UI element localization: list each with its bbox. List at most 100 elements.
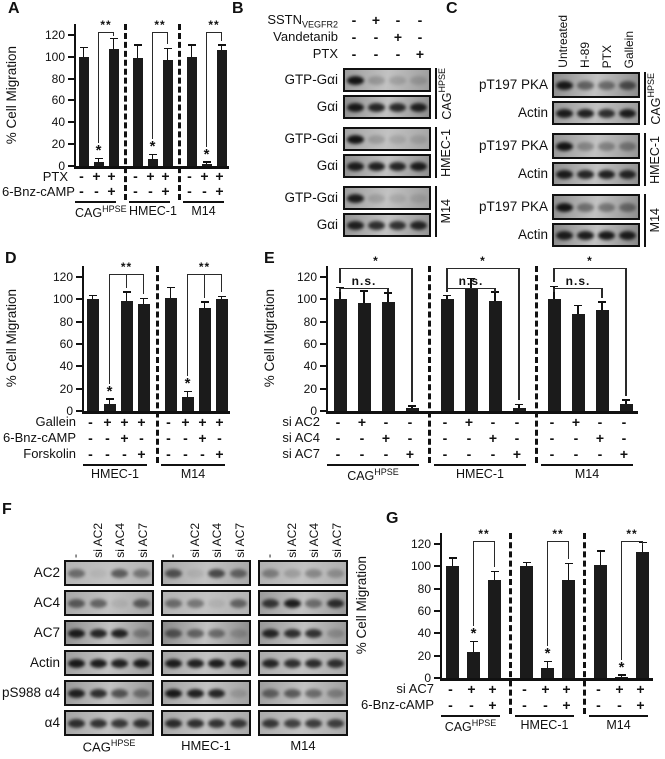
blot-band bbox=[347, 75, 364, 85]
treatment-value: - bbox=[166, 446, 171, 462]
y-tick-label: 100 bbox=[52, 292, 73, 307]
y-axis: % Cell Migration 0 20 40 60 80 100 120 bbox=[2, 24, 74, 173]
error-bar-cap bbox=[622, 399, 630, 401]
treatment-name: 6-Bnz-cAMP bbox=[361, 697, 434, 712]
lane-label-text: si AC2 bbox=[187, 523, 202, 558]
treatment-value: - bbox=[359, 446, 365, 462]
significance-star: * bbox=[184, 375, 191, 393]
significance-bracket-leg bbox=[151, 32, 154, 140]
treatment-value: - bbox=[596, 697, 601, 713]
blot-band bbox=[368, 102, 385, 112]
y-tick-label: 0 bbox=[424, 671, 431, 685]
error-bar bbox=[339, 288, 341, 300]
bar bbox=[357, 302, 371, 411]
blot-target-label: GTP-Gαi bbox=[284, 72, 338, 87]
blot-band bbox=[556, 80, 573, 90]
lane-label: si AC4 bbox=[209, 505, 225, 558]
treatment-value: - bbox=[148, 183, 153, 199]
significance-label: * bbox=[480, 254, 486, 268]
treatment-row: si AC7- - - + - - - + - - - + bbox=[260, 446, 665, 462]
blot-image bbox=[64, 710, 154, 736]
blot-image bbox=[64, 680, 154, 706]
treatment-value: - bbox=[187, 183, 192, 199]
lane-label-text: - bbox=[68, 554, 83, 558]
blot-image bbox=[343, 95, 431, 119]
y-tick-mark bbox=[68, 165, 74, 167]
treatment-row: Gallein - + + + - + + + bbox=[2, 414, 258, 430]
treatment-value: - bbox=[549, 430, 555, 446]
treatment-row: 6-Bnz-cAMP - - + - - + - - + bbox=[2, 183, 232, 200]
error-bar bbox=[494, 292, 496, 301]
blot-band bbox=[326, 718, 344, 728]
significance-bracket-leg bbox=[620, 541, 623, 660]
treatment-value: - bbox=[514, 430, 520, 446]
error-bar bbox=[97, 159, 100, 162]
blot-image bbox=[161, 650, 251, 676]
bar bbox=[615, 676, 628, 678]
blot-band bbox=[208, 688, 226, 698]
error-bar bbox=[166, 49, 169, 61]
blot-image bbox=[552, 223, 640, 247]
treatment-value: - bbox=[335, 414, 341, 430]
blot-band bbox=[577, 141, 594, 151]
blot-band bbox=[326, 688, 344, 698]
blot-band bbox=[619, 230, 636, 240]
blot-band bbox=[619, 202, 636, 212]
bar bbox=[181, 396, 194, 411]
significance-label: ** bbox=[478, 527, 490, 541]
treatment-value: - bbox=[351, 12, 357, 28]
panel-e-chart: % Cell Migration 0 20 40 60 80 100 120 n.s. * n.s.… bbox=[256, 246, 665, 484]
error-bar bbox=[472, 642, 475, 653]
treatment-value: - bbox=[417, 12, 423, 28]
significance-bracket-leg bbox=[108, 274, 111, 384]
significance-label: * bbox=[587, 254, 593, 268]
significance-bracket bbox=[447, 268, 519, 269]
treatment-value: - bbox=[183, 430, 188, 446]
blot-band bbox=[229, 568, 247, 578]
plot-area: n.s. * n.s. * n.s. * bbox=[326, 254, 638, 463]
blot-image bbox=[552, 101, 640, 125]
y-tick-mark bbox=[320, 298, 326, 301]
y-tick-label: 80 bbox=[51, 71, 65, 86]
error-bar-cap bbox=[336, 286, 344, 289]
panel-g-letter: G bbox=[386, 510, 399, 527]
group-label: M14 bbox=[161, 464, 225, 481]
blot-band bbox=[368, 220, 385, 230]
significance-star: * bbox=[95, 142, 102, 160]
blot-band bbox=[305, 718, 323, 728]
group-label: HMEC-1 bbox=[129, 201, 177, 218]
blot-band bbox=[389, 220, 406, 230]
blot-band bbox=[111, 628, 129, 638]
treatment-name: 6-Bnz-cAMP bbox=[2, 184, 75, 199]
blot-band bbox=[389, 134, 406, 144]
treatment-name: Vandetanib bbox=[273, 29, 338, 44]
bar bbox=[186, 56, 197, 166]
lane-label-text: si AC2 bbox=[90, 523, 105, 558]
plot-area: * ** * ** bbox=[82, 260, 230, 463]
panel-e: E % Cell Migration 0 20 40 60 80 100 120 n.s. * n.… bbox=[256, 246, 665, 502]
error-bar-cap bbox=[443, 294, 451, 297]
blot-band bbox=[305, 568, 323, 578]
group-labels: CAGHPSE HMEC-1 M14 bbox=[440, 715, 651, 735]
significance-label: ** bbox=[120, 260, 133, 274]
treatment-value: - bbox=[442, 414, 448, 430]
treatment-value: - bbox=[617, 697, 622, 713]
significance-label: ** bbox=[100, 18, 112, 32]
blot-image bbox=[64, 590, 154, 616]
treatment-value: - bbox=[573, 446, 579, 462]
blot-band bbox=[186, 628, 204, 638]
treatment-value: - bbox=[597, 446, 603, 462]
treatment-value: - bbox=[373, 46, 379, 62]
significance-star: * bbox=[149, 138, 156, 156]
blot-band bbox=[368, 75, 385, 85]
cell-line-bracket bbox=[435, 68, 437, 119]
blot-band bbox=[598, 108, 615, 118]
blot-image bbox=[161, 710, 251, 736]
bar bbox=[198, 308, 211, 411]
significance-bracket-leg bbox=[641, 541, 644, 545]
error-bar-cap bbox=[596, 550, 605, 552]
blot-image bbox=[64, 620, 154, 646]
lane-label-text: si AC4 bbox=[113, 523, 128, 558]
axis-row: % Cell Migration 0 20 40 60 80 100 120 n.s. * n.s.… bbox=[260, 254, 665, 463]
bar bbox=[201, 163, 212, 166]
